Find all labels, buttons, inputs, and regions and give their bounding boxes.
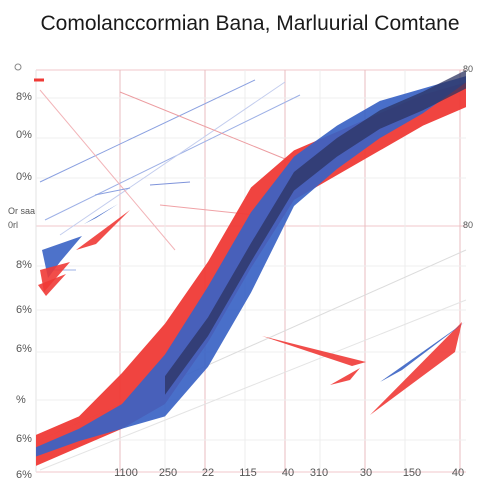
trend-line	[119, 91, 301, 166]
trend-line	[39, 89, 176, 251]
wedge-shape	[84, 204, 118, 224]
wedge-shape	[262, 336, 366, 366]
wedge-shape	[380, 322, 465, 382]
x-tick-label: 250	[159, 467, 177, 479]
wedge-shape	[370, 322, 462, 415]
wedge-shape	[38, 274, 66, 296]
trend-line	[94, 187, 131, 196]
area-series-red	[36, 82, 466, 466]
trend-line	[44, 94, 301, 221]
y-tick-label: 8%	[16, 91, 32, 103]
trend-line	[59, 81, 286, 236]
origin-marker	[14, 63, 22, 71]
trend-line	[149, 181, 191, 186]
area-core-band	[165, 70, 466, 395]
y-tick-label: 6%	[16, 433, 32, 445]
chart-title: Comolanccormian Bana, Marluurial Comtane	[40, 12, 460, 35]
y-tick-label: 8%	[16, 259, 32, 271]
x-tick-label: 115	[239, 467, 257, 479]
trend-line	[39, 79, 256, 183]
corner-label: 80	[463, 64, 473, 74]
y-tick-label: 6%	[16, 304, 32, 316]
x-tick-label: 22	[202, 467, 214, 479]
y-tick-label: 6%	[16, 469, 32, 481]
y-tick-label: 0rl	[8, 220, 18, 230]
wedge-shape	[330, 368, 360, 385]
y-tick-label: %	[16, 394, 26, 406]
x-tick-label: 40	[282, 467, 294, 479]
y-tick-label: 0%	[16, 171, 32, 183]
wedge-shape	[76, 210, 130, 250]
trend-line	[39, 299, 467, 471]
y-tick-label: 6%	[16, 343, 32, 355]
x-tick-label: 150	[403, 467, 421, 479]
y-tick-label: Or saa	[8, 206, 35, 216]
y-tick-label: 0%	[16, 129, 32, 141]
area-series-blue	[36, 76, 466, 457]
x-tick-label: 310	[310, 467, 328, 479]
corner-label: 80	[463, 220, 473, 230]
x-tick-label: 1100	[114, 467, 138, 479]
x-tick-label: 30	[360, 467, 372, 479]
x-tick-label: 40	[452, 467, 464, 479]
